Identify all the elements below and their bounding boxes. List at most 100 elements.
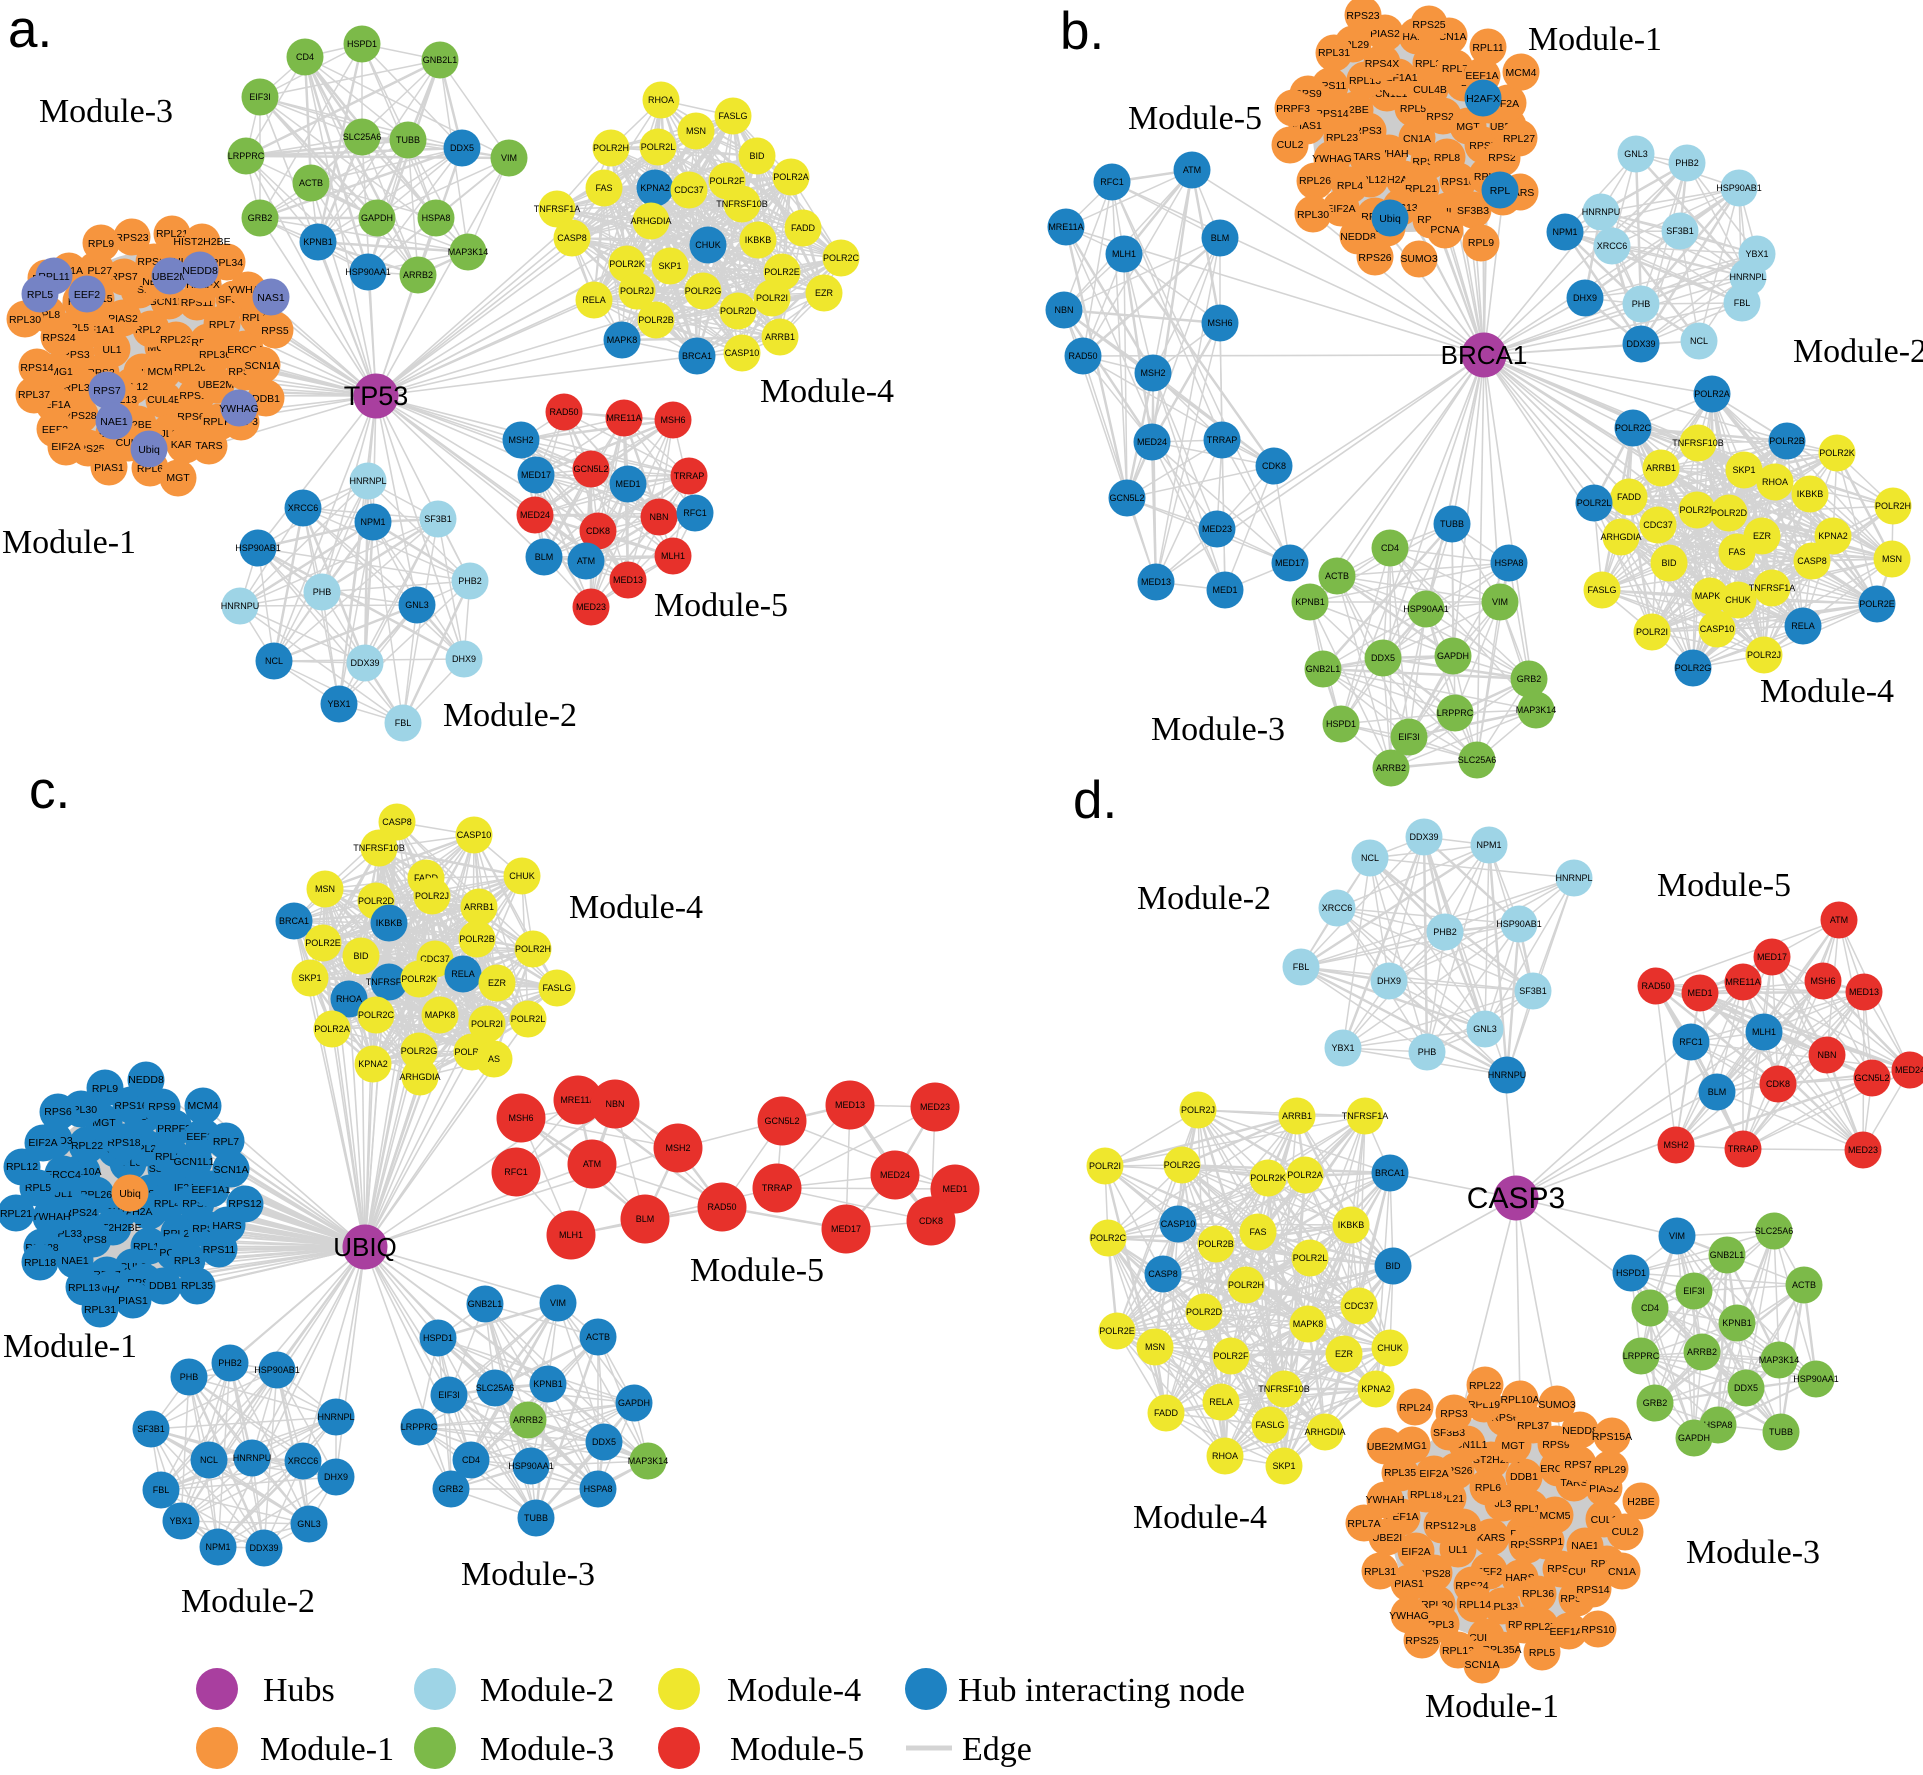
svg-text:RPL33: RPL33 (1486, 1601, 1518, 1613)
svg-text:MCM5: MCM5 (148, 366, 179, 378)
svg-text:RPL36: RPL36 (199, 349, 231, 361)
svg-text:EEF2: EEF2 (74, 289, 100, 301)
svg-text:LRPPRC: LRPPRC (1623, 1351, 1660, 1361)
svg-text:RPS24: RPS24 (42, 332, 75, 344)
svg-text:FBL: FBL (1734, 298, 1751, 308)
svg-text:FADD: FADD (414, 873, 439, 883)
svg-text:GNB2L1: GNB2L1 (1306, 664, 1341, 674)
svg-text:MRE11A: MRE11A (606, 413, 641, 423)
svg-text:GCN5L2: GCN5L2 (764, 1116, 799, 1126)
svg-text:POLR2J: POLR2J (620, 286, 654, 296)
svg-text:ARRB1: ARRB1 (1282, 1111, 1312, 1121)
svg-text:RFC1: RFC1 (1679, 1037, 1703, 1047)
svg-text:RPL5: RPL5 (1400, 103, 1426, 115)
svg-text:POLR2F: POLR2F (709, 176, 745, 186)
svg-text:RAD50: RAD50 (549, 407, 578, 417)
svg-text:Module-4: Module-4 (760, 373, 894, 410)
svg-text:RPL12: RPL12 (6, 1161, 38, 1173)
svg-text:KPNA2: KPNA2 (358, 1059, 388, 1069)
svg-text:MSH2: MSH2 (1140, 368, 1165, 378)
svg-text:RPL26: RPL26 (174, 362, 206, 374)
svg-text:RPS14: RPS14 (1315, 108, 1348, 120)
svg-text:NEDD8: NEDD8 (128, 1074, 164, 1086)
svg-text:EIF2A: EIF2A (1326, 203, 1355, 215)
svg-text:MSH2: MSH2 (665, 1143, 690, 1153)
svg-text:d.: d. (1073, 771, 1117, 830)
svg-text:TARS: TARS (195, 440, 222, 452)
svg-text:SCN1A: SCN1A (244, 360, 279, 372)
svg-text:HSPD1: HSPD1 (347, 39, 377, 49)
svg-text:RPL26: RPL26 (1299, 175, 1331, 187)
svg-text:MED24: MED24 (1137, 437, 1167, 447)
svg-text:EIF3I: EIF3I (249, 92, 271, 102)
svg-text:POLR2B: POLR2B (638, 315, 674, 325)
svg-text:EZR: EZR (1753, 531, 1772, 541)
svg-text:RPS6: RPS6 (177, 411, 205, 423)
svg-text:FASLG: FASLG (1255, 1420, 1284, 1430)
svg-text:DDX5: DDX5 (450, 143, 474, 153)
svg-text:H2BE: H2BE (1627, 1496, 1654, 1508)
svg-text:NPM1: NPM1 (360, 517, 385, 527)
svg-text:ATM: ATM (583, 1159, 601, 1169)
svg-text:HSP90AA1: HSP90AA1 (345, 267, 391, 277)
svg-text:RPS14: RPS14 (1576, 1584, 1609, 1596)
svg-text:GCN5L2: GCN5L2 (1109, 493, 1144, 503)
svg-text:NPM1: NPM1 (1552, 227, 1577, 237)
svg-text:TNFRSF1A: TNFRSF1A (1342, 1111, 1389, 1121)
svg-text:Ubiq: Ubiq (138, 444, 160, 456)
svg-text:RELA: RELA (1791, 621, 1815, 631)
svg-text:RHOA: RHOA (1212, 1451, 1238, 1461)
svg-text:RPS18: RPS18 (107, 1137, 140, 1149)
svg-text:VIM: VIM (550, 1298, 566, 1308)
svg-text:DDB1: DDB1 (252, 393, 280, 405)
svg-text:RPL: RPL (1490, 185, 1511, 197)
svg-text:TNFRSF10B: TNFRSF10B (1672, 438, 1724, 448)
svg-text:PIAS2: PIAS2 (108, 313, 138, 325)
svg-text:MLH1: MLH1 (1752, 1027, 1776, 1037)
svg-text:XRCC6: XRCC6 (1322, 903, 1353, 913)
svg-text:RPL35: RPL35 (1384, 1467, 1416, 1479)
svg-text:TRRAP: TRRAP (1207, 435, 1238, 445)
svg-text:DHX9: DHX9 (324, 1472, 348, 1482)
svg-text:UBE2M: UBE2M (198, 379, 234, 391)
svg-text:EZR: EZR (1335, 1349, 1354, 1359)
svg-text:RPS23: RPS23 (115, 232, 148, 244)
svg-text:MSH6: MSH6 (1810, 976, 1835, 986)
svg-text:DDX39: DDX39 (350, 658, 379, 668)
svg-text:RPL22: RPL22 (71, 1140, 103, 1152)
svg-text:GCN5L2: GCN5L2 (1854, 1073, 1889, 1083)
svg-text:Module-2: Module-2 (1793, 333, 1923, 370)
svg-text:UBE2I: UBE2I (1372, 1532, 1402, 1544)
svg-text:VIM: VIM (1492, 597, 1508, 607)
svg-text:SLC25A6: SLC25A6 (343, 132, 382, 142)
svg-text:RPL35: RPL35 (181, 1280, 213, 1292)
svg-text:NCL: NCL (200, 1455, 218, 1465)
svg-text:GAPDH: GAPDH (618, 1398, 650, 1408)
svg-text:RFC1: RFC1 (1100, 177, 1124, 187)
svg-text:GAPDH: GAPDH (361, 213, 393, 223)
svg-text:MSN: MSN (1145, 1342, 1165, 1352)
svg-text:YWHAG: YWHAG (219, 403, 259, 415)
svg-text:GNB2L1: GNB2L1 (1710, 1250, 1745, 1260)
svg-text:HNRNPU: HNRNPU (1488, 1070, 1527, 1080)
svg-text:CASP10: CASP10 (457, 830, 492, 840)
svg-text:FASLG: FASLG (542, 983, 571, 993)
svg-text:TRRAP: TRRAP (762, 1183, 793, 1193)
svg-text:RPS3: RPS3 (1440, 1408, 1468, 1420)
svg-text:RPL7A: RPL7A (1347, 1518, 1380, 1530)
svg-text:KPNB1: KPNB1 (533, 1379, 563, 1389)
svg-text:Module-2: Module-2 (480, 1672, 614, 1709)
svg-text:MED24: MED24 (1895, 1065, 1923, 1075)
svg-text:IKBKB: IKBKB (745, 235, 772, 245)
svg-text:CASP10: CASP10 (725, 348, 760, 358)
svg-text:c.: c. (29, 761, 70, 820)
svg-text:TUBB: TUBB (1769, 1427, 1793, 1437)
svg-text:HSP90AA1: HSP90AA1 (1793, 1374, 1839, 1384)
svg-text:YBX1: YBX1 (1331, 1043, 1354, 1053)
svg-text:HARS: HARS (212, 1220, 241, 1232)
svg-text:HNRNPU: HNRNPU (233, 1453, 272, 1463)
svg-text:Module-5: Module-5 (654, 587, 788, 624)
svg-text:RPS12: RPS12 (1425, 1520, 1458, 1532)
svg-text:CDC37: CDC37 (674, 185, 704, 195)
svg-text:MED13: MED13 (1141, 577, 1171, 587)
